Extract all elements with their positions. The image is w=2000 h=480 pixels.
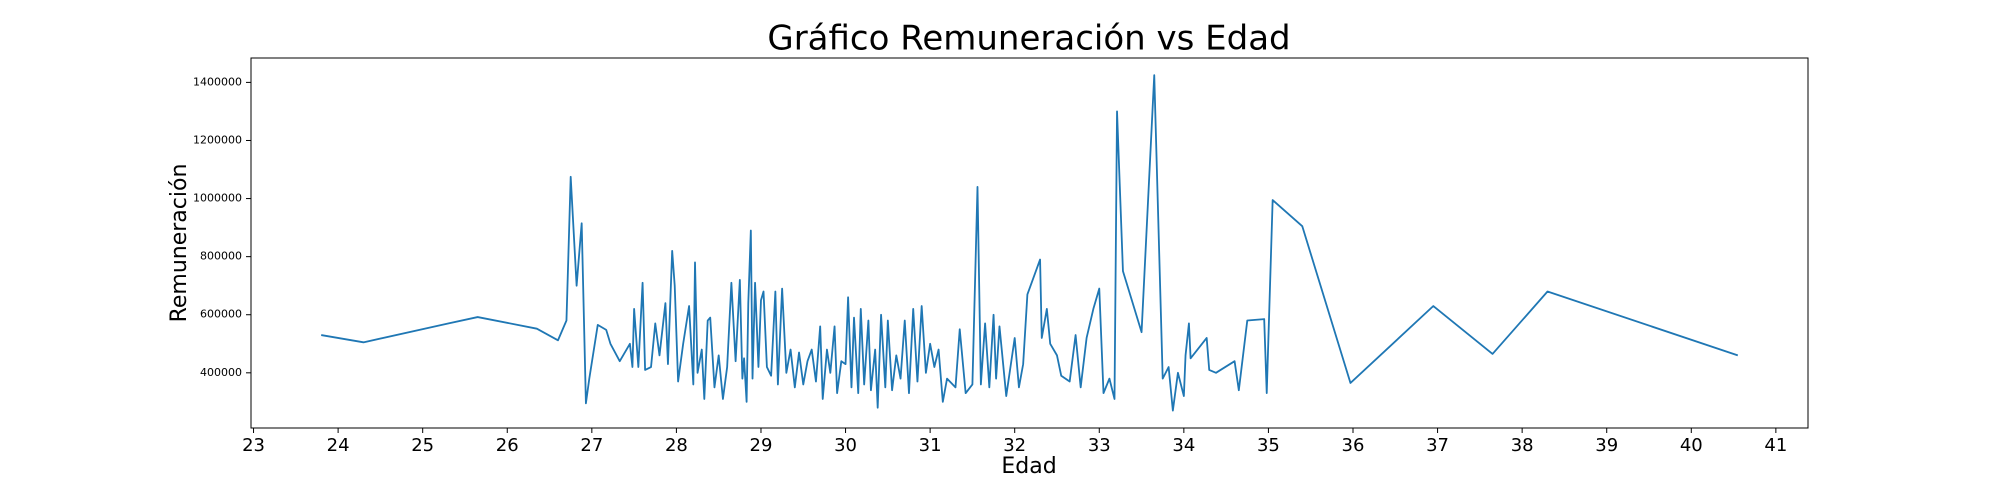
- x-tick-label: 35: [1257, 435, 1280, 456]
- y-tick-label: 400000: [200, 366, 242, 379]
- x-tick-label: 29: [750, 435, 773, 456]
- x-tick-label: 33: [1088, 435, 1111, 456]
- data-line: [321, 74, 1739, 412]
- y-tick-label: 1200000: [193, 133, 242, 146]
- x-tick-label: 34: [1172, 435, 1195, 456]
- x-tick-label: 27: [580, 435, 603, 456]
- x-tick-label: 24: [327, 435, 350, 456]
- x-tick-label: 26: [496, 435, 519, 456]
- x-tick-label: 31: [919, 435, 942, 456]
- x-tick-label: 37: [1426, 435, 1449, 456]
- x-tick-label: 39: [1595, 435, 1618, 456]
- y-tick-label: 1000000: [193, 192, 242, 205]
- plot-frame: [250, 57, 1809, 429]
- x-tick-label: 36: [1342, 435, 1365, 456]
- x-tick-label: 25: [411, 435, 434, 456]
- y-axis-label: Remuneración: [167, 164, 192, 323]
- x-tick-label: 38: [1511, 435, 1534, 456]
- y-tick-label: 800000: [200, 250, 242, 263]
- y-tick-label: 600000: [200, 308, 242, 321]
- chart-title: Gráfico Remuneración vs Edad: [767, 19, 1290, 59]
- x-axis-label: Edad: [1001, 454, 1056, 479]
- x-tick-label: 23: [242, 435, 265, 456]
- y-tick-label: 1400000: [193, 75, 242, 88]
- x-tick-label: 28: [665, 435, 688, 456]
- x-tick-label: 41: [1764, 435, 1787, 456]
- x-tick-label: 32: [1003, 435, 1026, 456]
- x-tick-label: 40: [1680, 435, 1703, 456]
- x-tick-label: 30: [834, 435, 857, 456]
